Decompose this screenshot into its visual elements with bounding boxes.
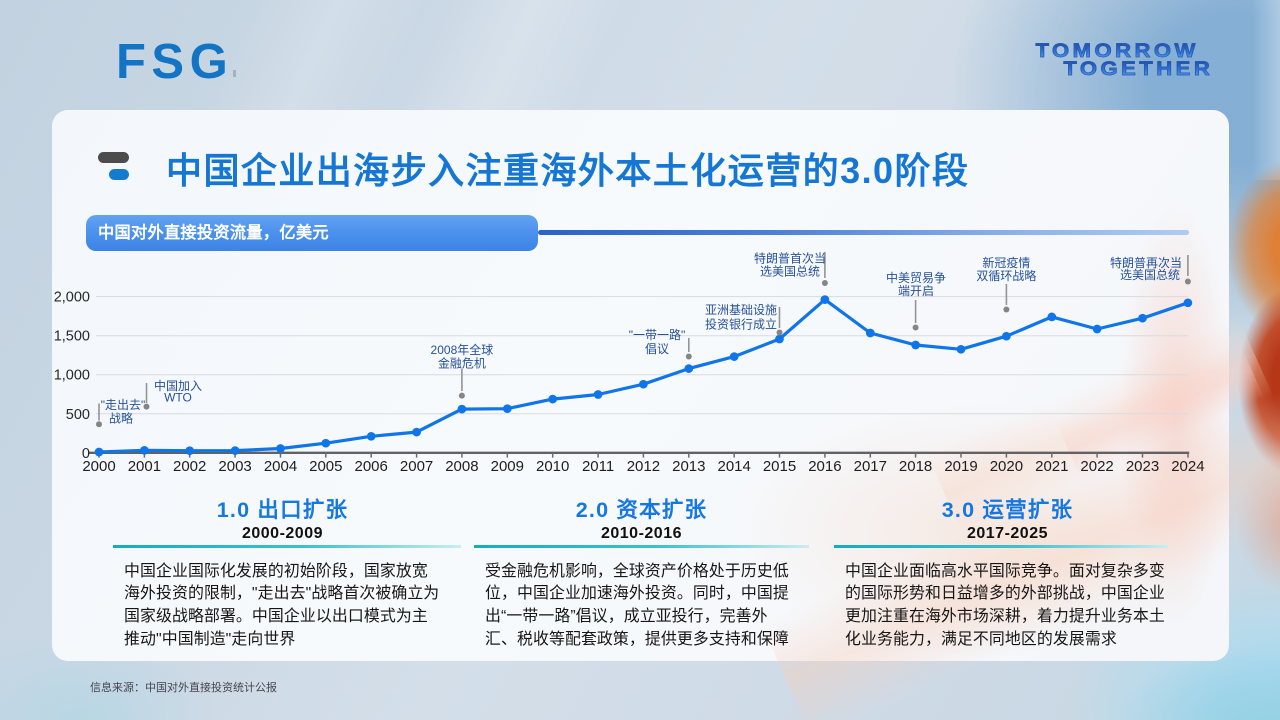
svg-text:2015: 2015 [763,458,796,475]
svg-text:2016: 2016 [808,458,841,475]
svg-text:中美贸易争: 中美贸易争 [886,270,946,285]
svg-text:特朗普首次当: 特朗普首次当 [754,251,826,266]
svg-text:2004: 2004 [264,458,297,475]
svg-text:选美国总统: 选美国总统 [760,264,820,278]
svg-text:2007: 2007 [400,458,433,475]
svg-text:2014: 2014 [718,458,751,475]
svg-text:1,000: 1,000 [54,368,90,384]
svg-text:2005: 2005 [309,458,342,475]
svg-text:2006: 2006 [355,458,388,475]
svg-text:"一带一路": "一带一路" [629,327,686,342]
svg-text:中国加入: 中国加入 [154,378,202,393]
svg-text:选美国总统: 选美国总统 [1120,268,1180,282]
svg-text:2002: 2002 [173,458,206,475]
svg-text:2021: 2021 [1035,458,1068,475]
svg-text:2009: 2009 [491,458,524,475]
svg-text:2010: 2010 [536,458,569,475]
svg-text:2000: 2000 [82,458,115,475]
svg-text:战略: 战略 [109,411,133,426]
svg-text:特朗普再次当: 特朗普再次当 [1110,255,1182,270]
svg-text:2020: 2020 [990,458,1023,475]
svg-text:2017: 2017 [854,458,887,475]
svg-text:2008年全球: 2008年全球 [431,342,494,357]
svg-text:2019: 2019 [944,458,977,475]
svg-text:2012: 2012 [627,458,660,475]
svg-text:2024: 2024 [1171,458,1204,475]
svg-text:2,000: 2,000 [54,290,90,306]
svg-text:2008: 2008 [445,458,478,475]
svg-text:双循环战略: 双循环战略 [976,268,1036,283]
svg-text:新冠疫情: 新冠疫情 [982,255,1030,270]
svg-text:2018: 2018 [899,458,932,475]
svg-text:2023: 2023 [1126,458,1159,475]
svg-text:500: 500 [66,407,90,423]
svg-text:WTO: WTO [164,390,192,404]
svg-text:投资银行成立: 投资银行成立 [705,317,777,332]
svg-text:2003: 2003 [218,458,251,475]
svg-text:金融危机: 金融危机 [438,356,486,371]
svg-text:"走出去": "走出去" [101,398,146,412]
svg-text:2001: 2001 [128,458,161,475]
svg-text:1,500: 1,500 [54,329,90,345]
svg-text:亚洲基础设施: 亚洲基础设施 [705,303,777,317]
svg-text:端开启: 端开启 [898,284,934,298]
svg-text:2011: 2011 [582,458,614,475]
svg-text:0: 0 [82,446,90,462]
svg-text:2013: 2013 [672,458,705,475]
svg-text:倡议: 倡议 [645,342,669,356]
svg-text:2022: 2022 [1080,458,1113,475]
